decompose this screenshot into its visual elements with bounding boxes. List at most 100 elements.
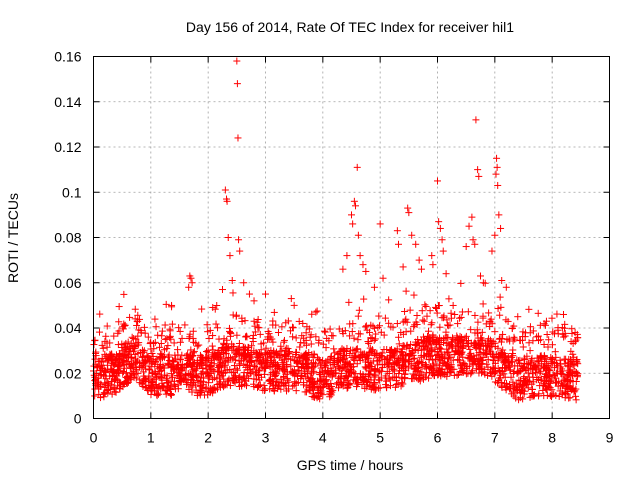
data-point [305, 386, 313, 394]
data-point [372, 386, 380, 394]
data-point [267, 357, 275, 365]
data-point [354, 231, 362, 239]
data-point [216, 364, 224, 372]
data-point [442, 270, 450, 278]
data-point [307, 331, 315, 339]
data-point [281, 352, 289, 360]
data-point [477, 272, 484, 280]
data-point [427, 340, 435, 348]
data-point [342, 366, 350, 374]
data-point [439, 354, 447, 362]
data-point [137, 327, 145, 335]
data-point [126, 313, 134, 321]
x-axis-label: GPS time / hours [297, 457, 404, 473]
data-point [509, 384, 517, 392]
data-point [107, 350, 115, 358]
data-point [153, 389, 161, 397]
data-point [245, 290, 253, 298]
data-point [571, 329, 579, 337]
data-point [459, 339, 467, 347]
data-point [391, 383, 399, 391]
data-point [399, 355, 407, 363]
chart-title: Day 156 of 2014, Rate Of TEC Index for r… [186, 19, 514, 35]
data-point [299, 359, 307, 367]
data-point [332, 369, 340, 377]
data-point [222, 349, 230, 357]
data-point [134, 349, 142, 357]
data-point [462, 243, 470, 251]
data-point [360, 295, 368, 303]
data-point [346, 349, 354, 357]
data-point [390, 367, 398, 375]
data-point [108, 381, 116, 389]
data-point [96, 382, 104, 390]
data-point [430, 371, 438, 379]
data-point [444, 349, 452, 357]
data-point [119, 369, 127, 377]
data-point [289, 333, 297, 341]
data-point [253, 318, 261, 326]
data-point [188, 279, 196, 287]
data-point [293, 358, 301, 366]
data-point [204, 371, 212, 379]
data-point [472, 116, 480, 124]
data-point [457, 349, 465, 357]
data-point [303, 353, 311, 361]
data-point [176, 373, 184, 381]
data-point [477, 334, 485, 342]
data-point [351, 370, 359, 378]
data-point [242, 332, 250, 340]
data-point [202, 383, 210, 391]
data-point [261, 385, 269, 393]
data-point [458, 308, 466, 316]
data-point [541, 363, 549, 371]
data-point [143, 352, 151, 360]
data-point [289, 382, 297, 390]
data-point [488, 339, 496, 347]
data-point [221, 186, 229, 194]
data-point [163, 386, 171, 394]
data-point [415, 357, 423, 365]
data-point [271, 373, 279, 381]
data-point [497, 224, 505, 232]
data-point [402, 351, 410, 359]
data-point [186, 330, 194, 338]
data-point [204, 379, 212, 387]
data-point [449, 356, 457, 364]
data-point [127, 354, 135, 362]
data-point [304, 357, 312, 365]
data-point [523, 377, 531, 385]
data-point [295, 317, 303, 325]
data-point [115, 318, 123, 326]
data-point [422, 302, 430, 310]
data-point [441, 369, 449, 377]
data-point [564, 383, 572, 391]
data-point [362, 267, 370, 275]
data-point [572, 385, 580, 393]
data-point [213, 302, 221, 310]
data-point [251, 322, 259, 330]
data-point [226, 332, 234, 340]
data-point [147, 338, 155, 346]
data-point [560, 310, 568, 318]
data-point [395, 240, 403, 248]
data-point [266, 362, 274, 370]
data-point [250, 375, 258, 383]
data-point [443, 358, 451, 366]
data-point [395, 333, 403, 341]
data-point [377, 328, 385, 336]
data-point [292, 387, 300, 395]
data-point [104, 389, 112, 397]
data-point [432, 303, 440, 311]
data-point [365, 358, 373, 366]
data-point [562, 377, 570, 385]
data-point [515, 376, 523, 384]
data-point [204, 346, 212, 354]
data-point [540, 341, 548, 349]
data-point [111, 357, 119, 365]
data-point [177, 377, 185, 385]
data-point [338, 345, 346, 353]
data-point [446, 362, 454, 370]
data-point [300, 334, 308, 342]
x-tick-label: 9 [606, 430, 614, 446]
